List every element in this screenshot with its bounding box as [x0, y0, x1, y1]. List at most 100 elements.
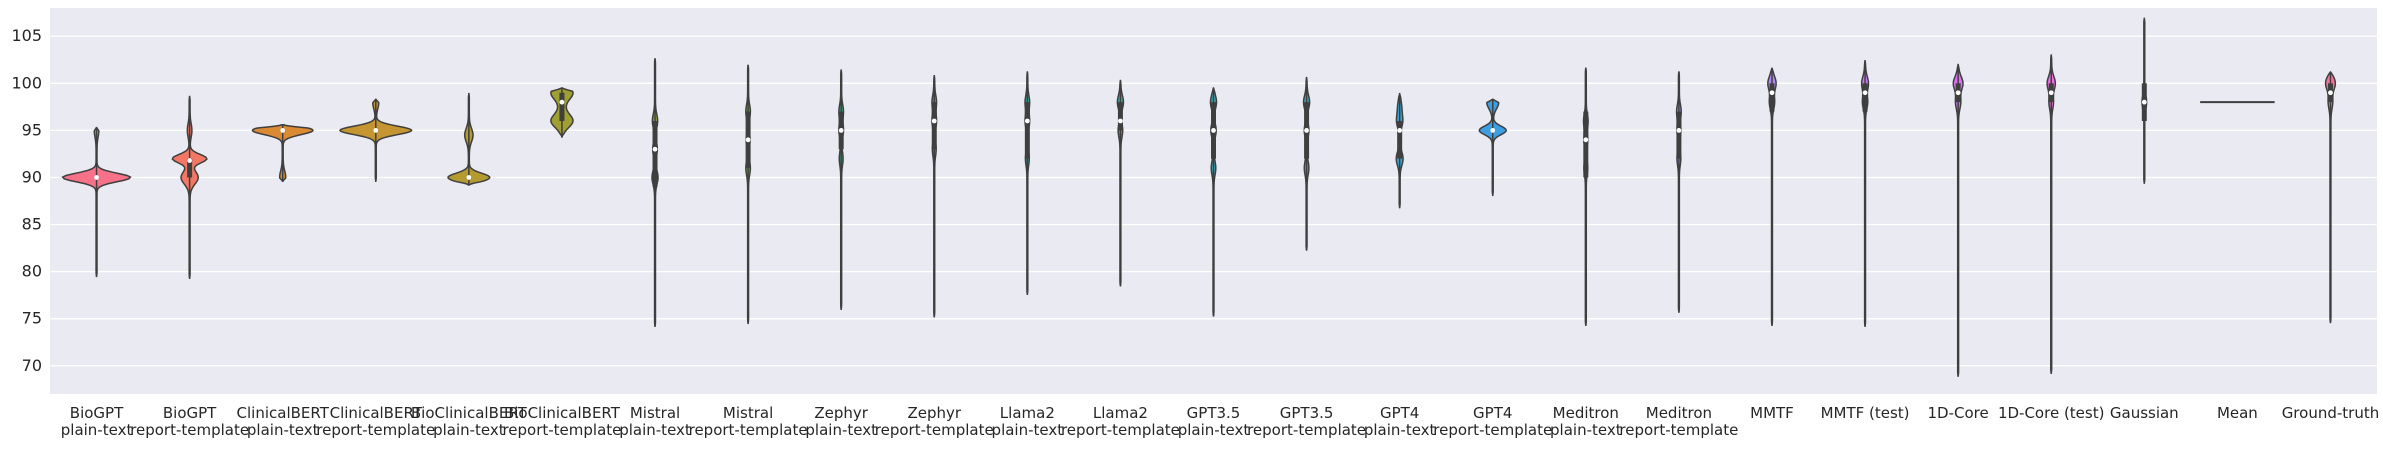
violin [171, 95, 208, 279]
x-tick-label: GPT4 report-template [1433, 404, 1552, 439]
x-tick-label-line1: Mistral [630, 404, 680, 422]
iqr-box [1676, 111, 1682, 159]
violin [1582, 67, 1589, 327]
median-dot [280, 127, 286, 133]
violin [1952, 63, 1964, 377]
violin [838, 69, 845, 311]
violin [1209, 87, 1218, 317]
violin [1116, 79, 1125, 287]
y-tick-label: 100 [11, 73, 42, 92]
x-tick-label-line2: plain-text [433, 421, 505, 439]
median-dot [1118, 118, 1123, 124]
x-tick-label-line1: BioClinicalBERT [504, 404, 621, 422]
median-dot [1769, 90, 1775, 96]
x-tick-label-line1: GPT4 [1380, 404, 1419, 422]
violin [1860, 59, 1870, 327]
iqr-box [1583, 111, 1589, 178]
violin [931, 75, 938, 318]
median-dot [1490, 127, 1496, 133]
x-tick-label: 1D-Core (test) [1998, 404, 2105, 422]
x-tick-label-line1: ClinicalBERT [237, 404, 330, 422]
median-dot [1862, 90, 1868, 96]
x-tick-label-line2: plain-text [619, 421, 691, 439]
median-dot [652, 146, 658, 152]
violin [550, 87, 574, 138]
iqr-box [652, 120, 658, 187]
x-tick-label-line2: plain-text [992, 421, 1064, 439]
median-dot [1676, 127, 1682, 133]
x-tick-label-line2: report-template [1247, 421, 1366, 439]
y-tick-label: 70 [22, 356, 42, 375]
x-tick-label: ClinicalBERT plain-text [237, 404, 330, 439]
median-dot [745, 137, 751, 143]
x-tick-label-line1: BioGPT [70, 404, 124, 422]
x-tick-label: Llama2 plain-text [992, 404, 1064, 439]
x-tick-label-line2: plain-text [1550, 421, 1622, 439]
x-tick-label: Ground-truth [2282, 404, 2380, 422]
x-tick-label-line1: Zephyr [907, 404, 961, 422]
x-tick-label: BioClinicalBERT plain-text [411, 404, 528, 439]
median-dot [466, 175, 472, 180]
x-tick-label: Mistral report-template [689, 404, 808, 439]
x-tick-label-line1: ClinicalBERT [330, 404, 423, 422]
iqr-box [187, 158, 193, 178]
median-dot [373, 127, 379, 133]
violin [61, 126, 132, 278]
x-tick-label-line1: 1D-Core [1928, 404, 1989, 422]
median-dot [1397, 127, 1403, 133]
x-tick-label-line1: Meditron [1553, 404, 1619, 422]
x-tick-label-line1: GPT3.5 [1280, 404, 1334, 422]
median-dot [2328, 90, 2333, 96]
x-tick-label-line1: GPT3.5 [1187, 404, 1241, 422]
x-tick-label-line2: plain-text [61, 421, 133, 439]
x-tick-label: Gaussian [2110, 404, 2179, 422]
x-tick-label-line2: report-template [316, 421, 435, 439]
x-tick-label-line1: Llama2 [1093, 404, 1148, 422]
violin [1767, 67, 1777, 327]
x-tick-label: BioGPT plain-text [61, 404, 133, 439]
x-tick-label: MMTF (test) [1821, 404, 1910, 422]
y-axis-ticks: 70 75 80 85 90 95 100 105 [11, 26, 42, 375]
x-tick-label: GPT3.5 plain-text [1178, 404, 1250, 439]
x-tick-label-line2: report-template [502, 421, 621, 439]
x-tick-label-line1: GPT4 [1473, 404, 1512, 422]
x-tick-label-line2: report-template [689, 421, 808, 439]
iqr-box [931, 102, 937, 150]
y-tick-label: 75 [22, 309, 42, 328]
x-tick-label: Meditron report-template [1619, 404, 1738, 439]
x-tick-label-line1: Ground-truth [2282, 404, 2380, 422]
median-dot [2048, 90, 2054, 96]
x-tick-label: MMTF [1750, 404, 1794, 422]
x-tick-label: GPT3.5 report-template [1247, 404, 1366, 439]
violin [251, 123, 314, 182]
iqr-box [1862, 83, 1868, 112]
x-tick-label-line1: Zephyr [814, 404, 868, 422]
x-tick-label-line2: plain-text [1364, 421, 1436, 439]
median-dot [1583, 137, 1589, 143]
median-dot [187, 158, 193, 163]
x-tick-label: 1D-Core [1928, 404, 1989, 422]
x-tick-label-line1: Llama2 [1000, 404, 1055, 422]
median-dot [559, 99, 565, 105]
x-tick-label-line1: BioGPT [163, 404, 217, 422]
x-tick-label: BioClinicalBERT report-template [502, 404, 621, 439]
y-tick-label: 105 [11, 26, 42, 45]
x-tick-label-line2: report-template [1061, 421, 1180, 439]
x-tick-label: Zephyr report-template [875, 404, 994, 439]
median-dot [1211, 127, 1216, 133]
violin [447, 92, 491, 186]
y-tick-label: 90 [22, 167, 42, 186]
violin [651, 58, 659, 327]
x-tick-label: Zephyr plain-text [805, 404, 877, 439]
median-dot [1955, 90, 1961, 96]
violin [1302, 76, 1311, 251]
violin [2141, 17, 2148, 184]
x-tick-label: Llama2 report-template [1061, 404, 1180, 439]
x-tick-label: BioGPT report-template [130, 404, 249, 439]
x-tick-label-line1: Mistral [723, 404, 773, 422]
x-tick-label-line1: Mean [2217, 404, 2258, 422]
iqr-box [1024, 102, 1030, 159]
x-tick-label-line1: MMTF [1750, 404, 1794, 422]
x-tick-label-line2: plain-text [805, 421, 877, 439]
